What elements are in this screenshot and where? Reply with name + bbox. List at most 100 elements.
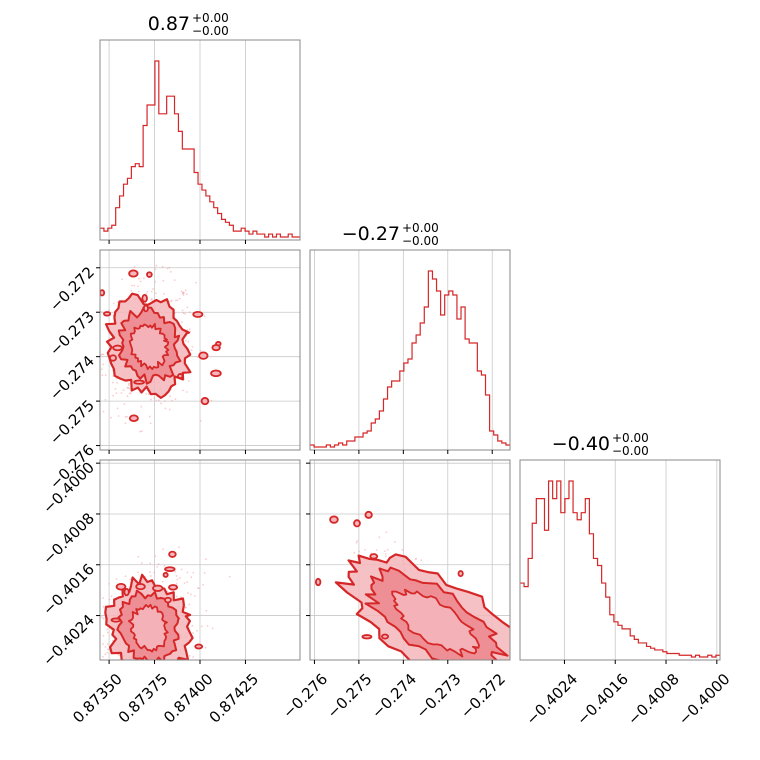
scatter-point bbox=[154, 280, 157, 283]
panel-title-1: −0.27 bbox=[342, 223, 400, 245]
scatter-point bbox=[150, 298, 153, 300]
scatter-point bbox=[139, 430, 142, 433]
scatter-point bbox=[106, 648, 109, 651]
scatter-point bbox=[187, 340, 190, 343]
contour-island bbox=[83, 592, 88, 595]
scatter-point bbox=[167, 676, 169, 678]
scatter-point bbox=[470, 671, 472, 673]
contour-level-2 bbox=[128, 603, 169, 653]
scatter-point bbox=[161, 265, 164, 268]
scatter-point bbox=[100, 616, 103, 619]
scatter-point bbox=[188, 729, 190, 731]
scatter-point bbox=[175, 582, 178, 585]
scatter-point bbox=[116, 671, 118, 673]
scatter-point bbox=[202, 583, 205, 586]
panel-title-2: −0.40 bbox=[552, 433, 610, 455]
panel-2-0: 0.873500.873750.874000.87425−0.4024−0.40… bbox=[39, 458, 301, 731]
scatter-point bbox=[132, 685, 134, 687]
scatter-point bbox=[130, 289, 133, 292]
scatter-point bbox=[169, 270, 172, 273]
scatter-point bbox=[97, 384, 99, 386]
scatter-point bbox=[147, 393, 150, 396]
scatter-point bbox=[164, 693, 166, 695]
contour-island bbox=[369, 553, 379, 560]
scatter-point bbox=[100, 368, 103, 371]
scatter-point bbox=[121, 671, 123, 673]
scatter-point bbox=[133, 266, 136, 268]
scatter-point bbox=[101, 374, 104, 377]
scatter-point bbox=[168, 266, 171, 269]
x-tick-label-2-1: −0.4016 bbox=[573, 670, 632, 729]
scatter-point bbox=[142, 277, 145, 280]
scatter-point bbox=[355, 541, 358, 544]
scatter-point bbox=[129, 578, 132, 581]
contour-island bbox=[578, 664, 583, 669]
scatter-point bbox=[166, 267, 169, 270]
scatter-point bbox=[163, 564, 166, 567]
panel-title-upper-1: +0.00 bbox=[402, 221, 439, 235]
scatter-point bbox=[162, 548, 164, 551]
scatter-point bbox=[130, 671, 132, 673]
scatter-point bbox=[112, 302, 115, 305]
scatter-point bbox=[182, 294, 185, 296]
scatter-point bbox=[74, 696, 76, 698]
scatter-point bbox=[149, 575, 152, 577]
scatter-point bbox=[104, 374, 107, 377]
scatter-point bbox=[114, 387, 117, 390]
contour-island bbox=[381, 633, 390, 640]
y-tick-label-1-2: −0.274 bbox=[46, 352, 98, 404]
scatter-point bbox=[476, 684, 478, 686]
scatter-point bbox=[104, 645, 107, 648]
scatter-point bbox=[196, 629, 198, 632]
scatter-point bbox=[476, 664, 478, 666]
scatter-point bbox=[152, 664, 154, 666]
scatter-point bbox=[489, 672, 491, 674]
contour-island bbox=[198, 351, 209, 360]
scatter-point bbox=[195, 281, 197, 284]
contour-island bbox=[143, 664, 152, 667]
scatter-point bbox=[175, 575, 178, 577]
panel-title-upper-0: +0.00 bbox=[192, 11, 229, 25]
scatter-point bbox=[106, 628, 109, 631]
scatter-point bbox=[126, 415, 128, 418]
scatter-point bbox=[384, 555, 387, 558]
scatter-point bbox=[466, 662, 468, 664]
scatter-point bbox=[211, 627, 214, 630]
scatter-point bbox=[150, 290, 153, 293]
contour-island bbox=[164, 596, 172, 604]
scatter-point bbox=[183, 665, 185, 667]
scatter-point bbox=[126, 395, 129, 398]
histogram-1 bbox=[310, 270, 510, 448]
scatter-point bbox=[206, 625, 209, 627]
scatter-point bbox=[375, 549, 378, 551]
scatter-point bbox=[459, 663, 461, 665]
contour-island bbox=[192, 310, 204, 318]
y-tick-label-2-2: −0.4008 bbox=[39, 509, 98, 568]
x-tick-label-0-2: 0.87400 bbox=[160, 670, 217, 727]
scatter-point bbox=[190, 349, 193, 352]
panel-2-2: −0.4024−0.4016−0.4008−0.4000 bbox=[519, 459, 734, 729]
scatter-point bbox=[142, 664, 144, 666]
panel-frame bbox=[309, 459, 511, 661]
scatter-point bbox=[96, 434, 98, 436]
scatter-point bbox=[512, 689, 514, 691]
scatter-point bbox=[176, 578, 179, 581]
scatter-point bbox=[420, 559, 423, 562]
scatter-point bbox=[401, 548, 404, 551]
scatter-point bbox=[383, 550, 386, 553]
scatter-point bbox=[178, 546, 180, 549]
scatter-point bbox=[423, 668, 425, 670]
scatter-point bbox=[102, 605, 105, 608]
scatter-point bbox=[104, 653, 107, 656]
scatter-point bbox=[110, 416, 112, 419]
scatter-point bbox=[157, 563, 160, 565]
scatter-point bbox=[104, 398, 107, 401]
scatter-point bbox=[384, 553, 387, 555]
scatter-point bbox=[472, 682, 474, 684]
scatter-point bbox=[146, 664, 148, 666]
scatter-point bbox=[137, 555, 140, 558]
scatter-point bbox=[185, 391, 188, 393]
scatter-point bbox=[140, 562, 143, 565]
scatter-point bbox=[163, 293, 165, 295]
scatter-point bbox=[108, 309, 110, 312]
